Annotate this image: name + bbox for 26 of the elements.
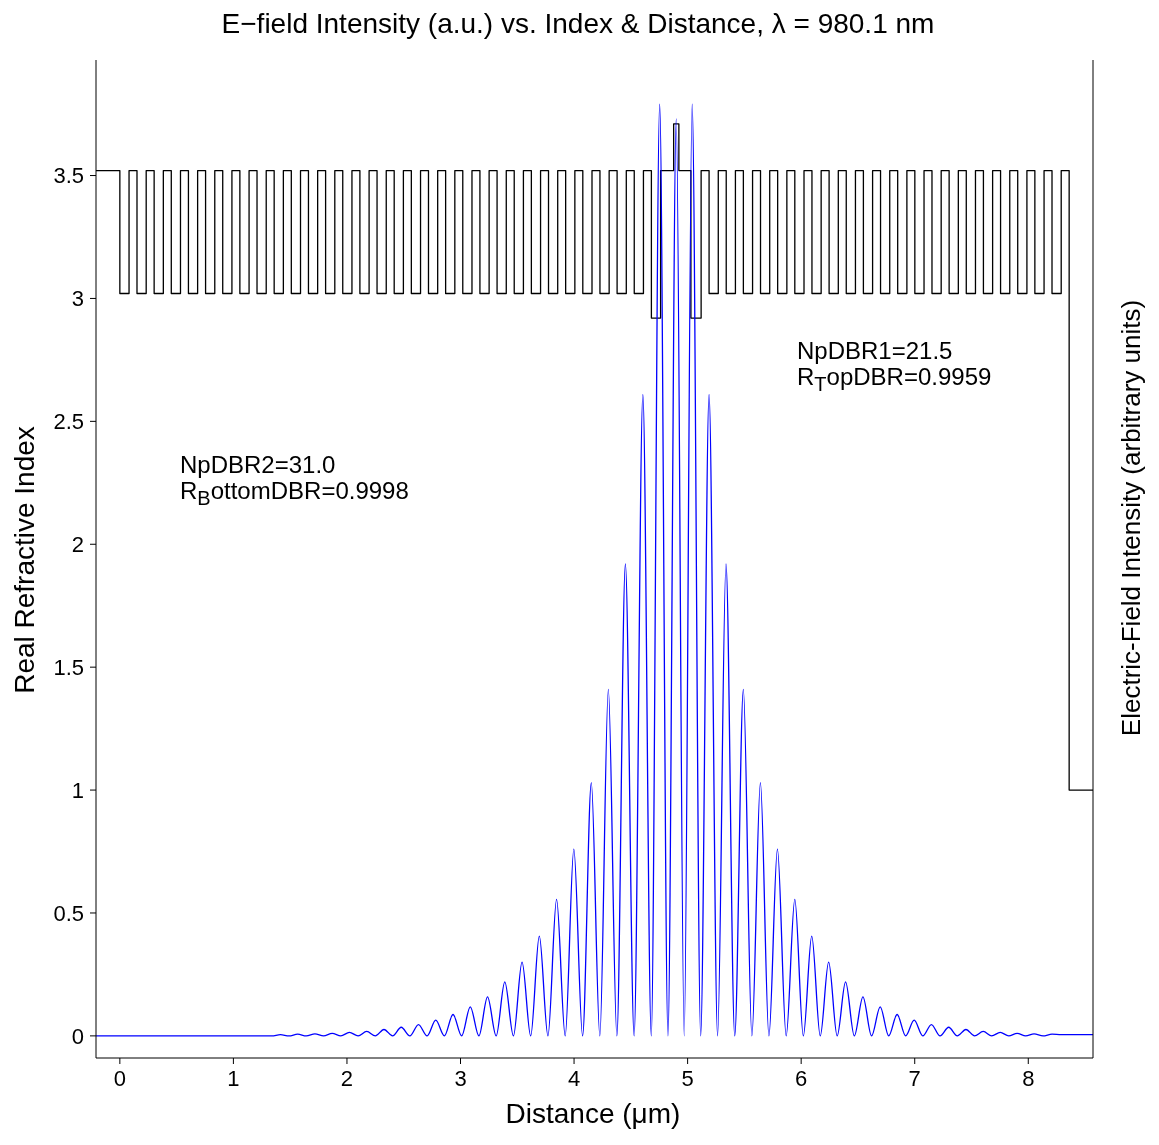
y-tick-label: 1 [71, 777, 84, 803]
y-tick-label: 0 [71, 1023, 84, 1049]
y-tick-label: 1.5 [53, 654, 84, 680]
x-axis-title: Distance (μm) [504, 1098, 682, 1130]
x-tick-label: 5 [681, 1065, 694, 1091]
annotation: NpDBR1=21.5 [797, 337, 953, 364]
y-tick-label: 2.5 [53, 409, 84, 435]
x-tick-label: 8 [1022, 1065, 1035, 1091]
x-tick-label: 2 [340, 1065, 354, 1091]
y2-axis-title: Electric-Field Intensity (arbitrary units) [1115, 299, 1147, 737]
y-tick-label: 0.5 [53, 900, 84, 926]
line-series [96, 103, 1093, 1037]
y-tick-label: 3.5 [53, 163, 84, 189]
x-tick-label: 1 [227, 1065, 240, 1091]
chart-title: E−field Intensity (a.u.) vs. Index & Distance, λ = 980.1 nm [220, 8, 936, 40]
x-tick-label: 6 [795, 1065, 808, 1091]
annotation: R$_{T}$opDBR=0.9959 [797, 363, 992, 397]
x-tick-label: 3 [454, 1065, 467, 1091]
x-tick-label: 7 [908, 1065, 921, 1091]
x-tick-label: 0 [113, 1065, 126, 1091]
y-tick-label: 2 [71, 532, 84, 558]
annotation: R$_{B}$ottomDBR=0.9998 [180, 477, 409, 511]
annotation: NpDBR2=31.0 [180, 451, 336, 478]
y-axis-title: Real Refractive Index [9, 426, 41, 694]
x-tick-label: 4 [567, 1065, 581, 1091]
y-tick-label: 3 [71, 286, 84, 312]
